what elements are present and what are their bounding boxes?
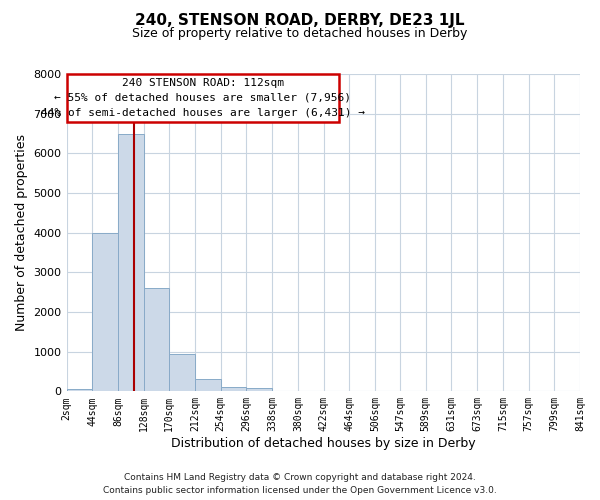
Bar (221, 386, 247, 392)
Bar (169, 354, 195, 392)
Text: 240, STENSON ROAD, DERBY, DE23 1JL: 240, STENSON ROAD, DERBY, DE23 1JL (135, 12, 465, 28)
Text: Contains HM Land Registry data © Crown copyright and database right 2024.
Contai: Contains HM Land Registry data © Crown c… (103, 474, 497, 495)
Text: Size of property relative to detached houses in Derby: Size of property relative to detached ho… (133, 28, 467, 40)
Bar (195, 378, 221, 392)
Y-axis label: Number of detached properties: Number of detached properties (15, 134, 28, 331)
Bar (67, 389, 92, 392)
Bar (92, 232, 118, 392)
Bar (143, 288, 169, 392)
Bar (247, 388, 272, 392)
Bar (118, 134, 143, 392)
X-axis label: Distribution of detached houses by size in Derby: Distribution of detached houses by size … (171, 437, 476, 450)
Text: 240 STENSON ROAD: 112sqm
← 55% of detached houses are smaller (7,956)
44% of sem: 240 STENSON ROAD: 112sqm ← 55% of detach… (41, 78, 365, 118)
